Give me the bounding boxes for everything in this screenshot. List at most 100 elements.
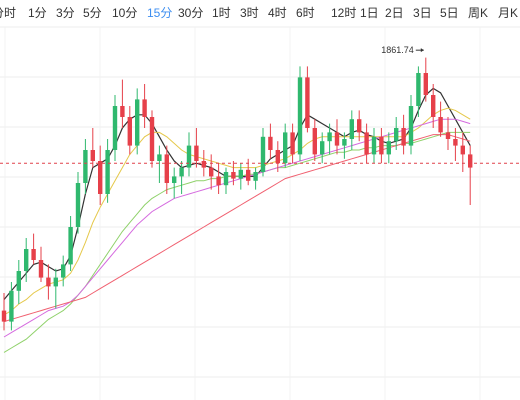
candle-41 xyxy=(305,66,310,133)
candle-body xyxy=(394,128,399,142)
candle-52 xyxy=(386,132,391,164)
candle-body xyxy=(216,176,221,186)
candle-51 xyxy=(379,128,384,164)
candle-body xyxy=(61,264,66,278)
candle-7 xyxy=(53,268,58,309)
candle-body xyxy=(142,99,147,117)
candle-21 xyxy=(157,145,162,183)
candle-body xyxy=(416,73,421,106)
ma-line-4 xyxy=(3,134,471,323)
candle-2 xyxy=(16,260,21,304)
candle-40 xyxy=(297,66,303,161)
candle-body xyxy=(1,310,7,322)
candle-15 xyxy=(112,95,118,161)
tab-4[interactable]: 10分 xyxy=(112,6,138,20)
candle-14 xyxy=(105,139,110,203)
candle-11 xyxy=(83,139,88,194)
candle-26 xyxy=(194,128,199,168)
tab-0[interactable]: 分时 xyxy=(0,6,17,20)
tab-16[interactable]: 周K xyxy=(468,6,489,20)
candle-0 xyxy=(1,293,7,331)
candle-36 xyxy=(268,123,273,159)
candle-body xyxy=(253,172,258,181)
tab-2[interactable]: 3分 xyxy=(56,6,75,20)
tab-17[interactable]: 月K xyxy=(498,6,519,20)
candle-body xyxy=(9,290,14,322)
moving-average-lines xyxy=(3,87,471,353)
tab-14[interactable]: 3日 xyxy=(413,6,432,20)
tab-12[interactable]: 1日 xyxy=(360,6,379,20)
tab-6[interactable]: 30分 xyxy=(178,6,204,20)
candle-body xyxy=(186,145,192,168)
tab-9[interactable]: 4时 xyxy=(268,6,287,20)
tab-15[interactable]: 5日 xyxy=(440,6,459,20)
candle-45 xyxy=(334,119,340,155)
candle-17 xyxy=(127,106,132,155)
candle-body xyxy=(149,117,155,161)
candle-63 xyxy=(468,145,473,205)
ma-line-1 xyxy=(3,107,471,316)
candle-35 xyxy=(260,128,266,177)
candle-body xyxy=(445,132,451,139)
tab-5[interactable]: 15分 xyxy=(147,6,173,20)
candle-25 xyxy=(186,132,192,177)
candle-16 xyxy=(120,79,125,128)
candle-body xyxy=(297,77,303,155)
candle-body xyxy=(246,169,251,181)
candle-body xyxy=(179,167,184,177)
candle-body xyxy=(386,141,391,155)
candle-28 xyxy=(209,154,214,190)
candle-30 xyxy=(223,167,229,194)
candle-body xyxy=(468,154,473,168)
candle-body xyxy=(83,150,88,183)
candle-20 xyxy=(149,110,155,168)
candle-56 xyxy=(416,66,421,117)
candle-body xyxy=(164,154,169,183)
annotation-arrowhead-icon xyxy=(420,48,424,53)
tab-8[interactable]: 3时 xyxy=(240,6,259,20)
tab-7[interactable]: 1时 xyxy=(212,6,231,20)
candle-body xyxy=(438,117,443,133)
tab-10[interactable]: 6时 xyxy=(296,6,315,20)
candle-body xyxy=(68,227,73,265)
candle-5 xyxy=(38,246,44,282)
candle-34 xyxy=(253,167,258,190)
candle-body xyxy=(135,99,140,146)
candle-39 xyxy=(290,123,295,164)
candlesticks xyxy=(1,57,473,331)
candle-19 xyxy=(142,84,147,128)
candle-53 xyxy=(394,117,399,150)
candle-46 xyxy=(342,132,347,159)
ma-line-3 xyxy=(3,118,471,338)
candle-22 xyxy=(164,145,169,194)
candle-body xyxy=(275,150,280,164)
candle-body xyxy=(31,249,36,260)
tab-1[interactable]: 1分 xyxy=(28,6,47,20)
tab-11[interactable]: 12时 xyxy=(331,6,357,20)
candle-29 xyxy=(216,163,221,194)
candle-body xyxy=(453,139,458,146)
candle-1 xyxy=(9,282,14,331)
candle-body xyxy=(16,271,21,291)
candle-body xyxy=(334,132,340,146)
candle-body xyxy=(157,154,162,161)
tab-3[interactable]: 5分 xyxy=(83,6,102,20)
candle-body xyxy=(283,132,288,164)
candle-body xyxy=(209,167,214,177)
candle-57 xyxy=(423,57,428,102)
candle-body xyxy=(75,183,81,227)
candle-body xyxy=(342,139,347,146)
candle-body xyxy=(371,136,377,155)
candle-body xyxy=(290,132,295,155)
candle-body xyxy=(112,106,118,150)
candle-body xyxy=(364,132,369,155)
candle-55 xyxy=(408,95,414,155)
candle-58 xyxy=(431,84,436,128)
candle-59 xyxy=(438,101,443,137)
tab-13[interactable]: 2日 xyxy=(385,6,404,20)
candle-body xyxy=(401,128,406,146)
candle-body xyxy=(38,260,44,278)
candle-body xyxy=(431,95,436,117)
